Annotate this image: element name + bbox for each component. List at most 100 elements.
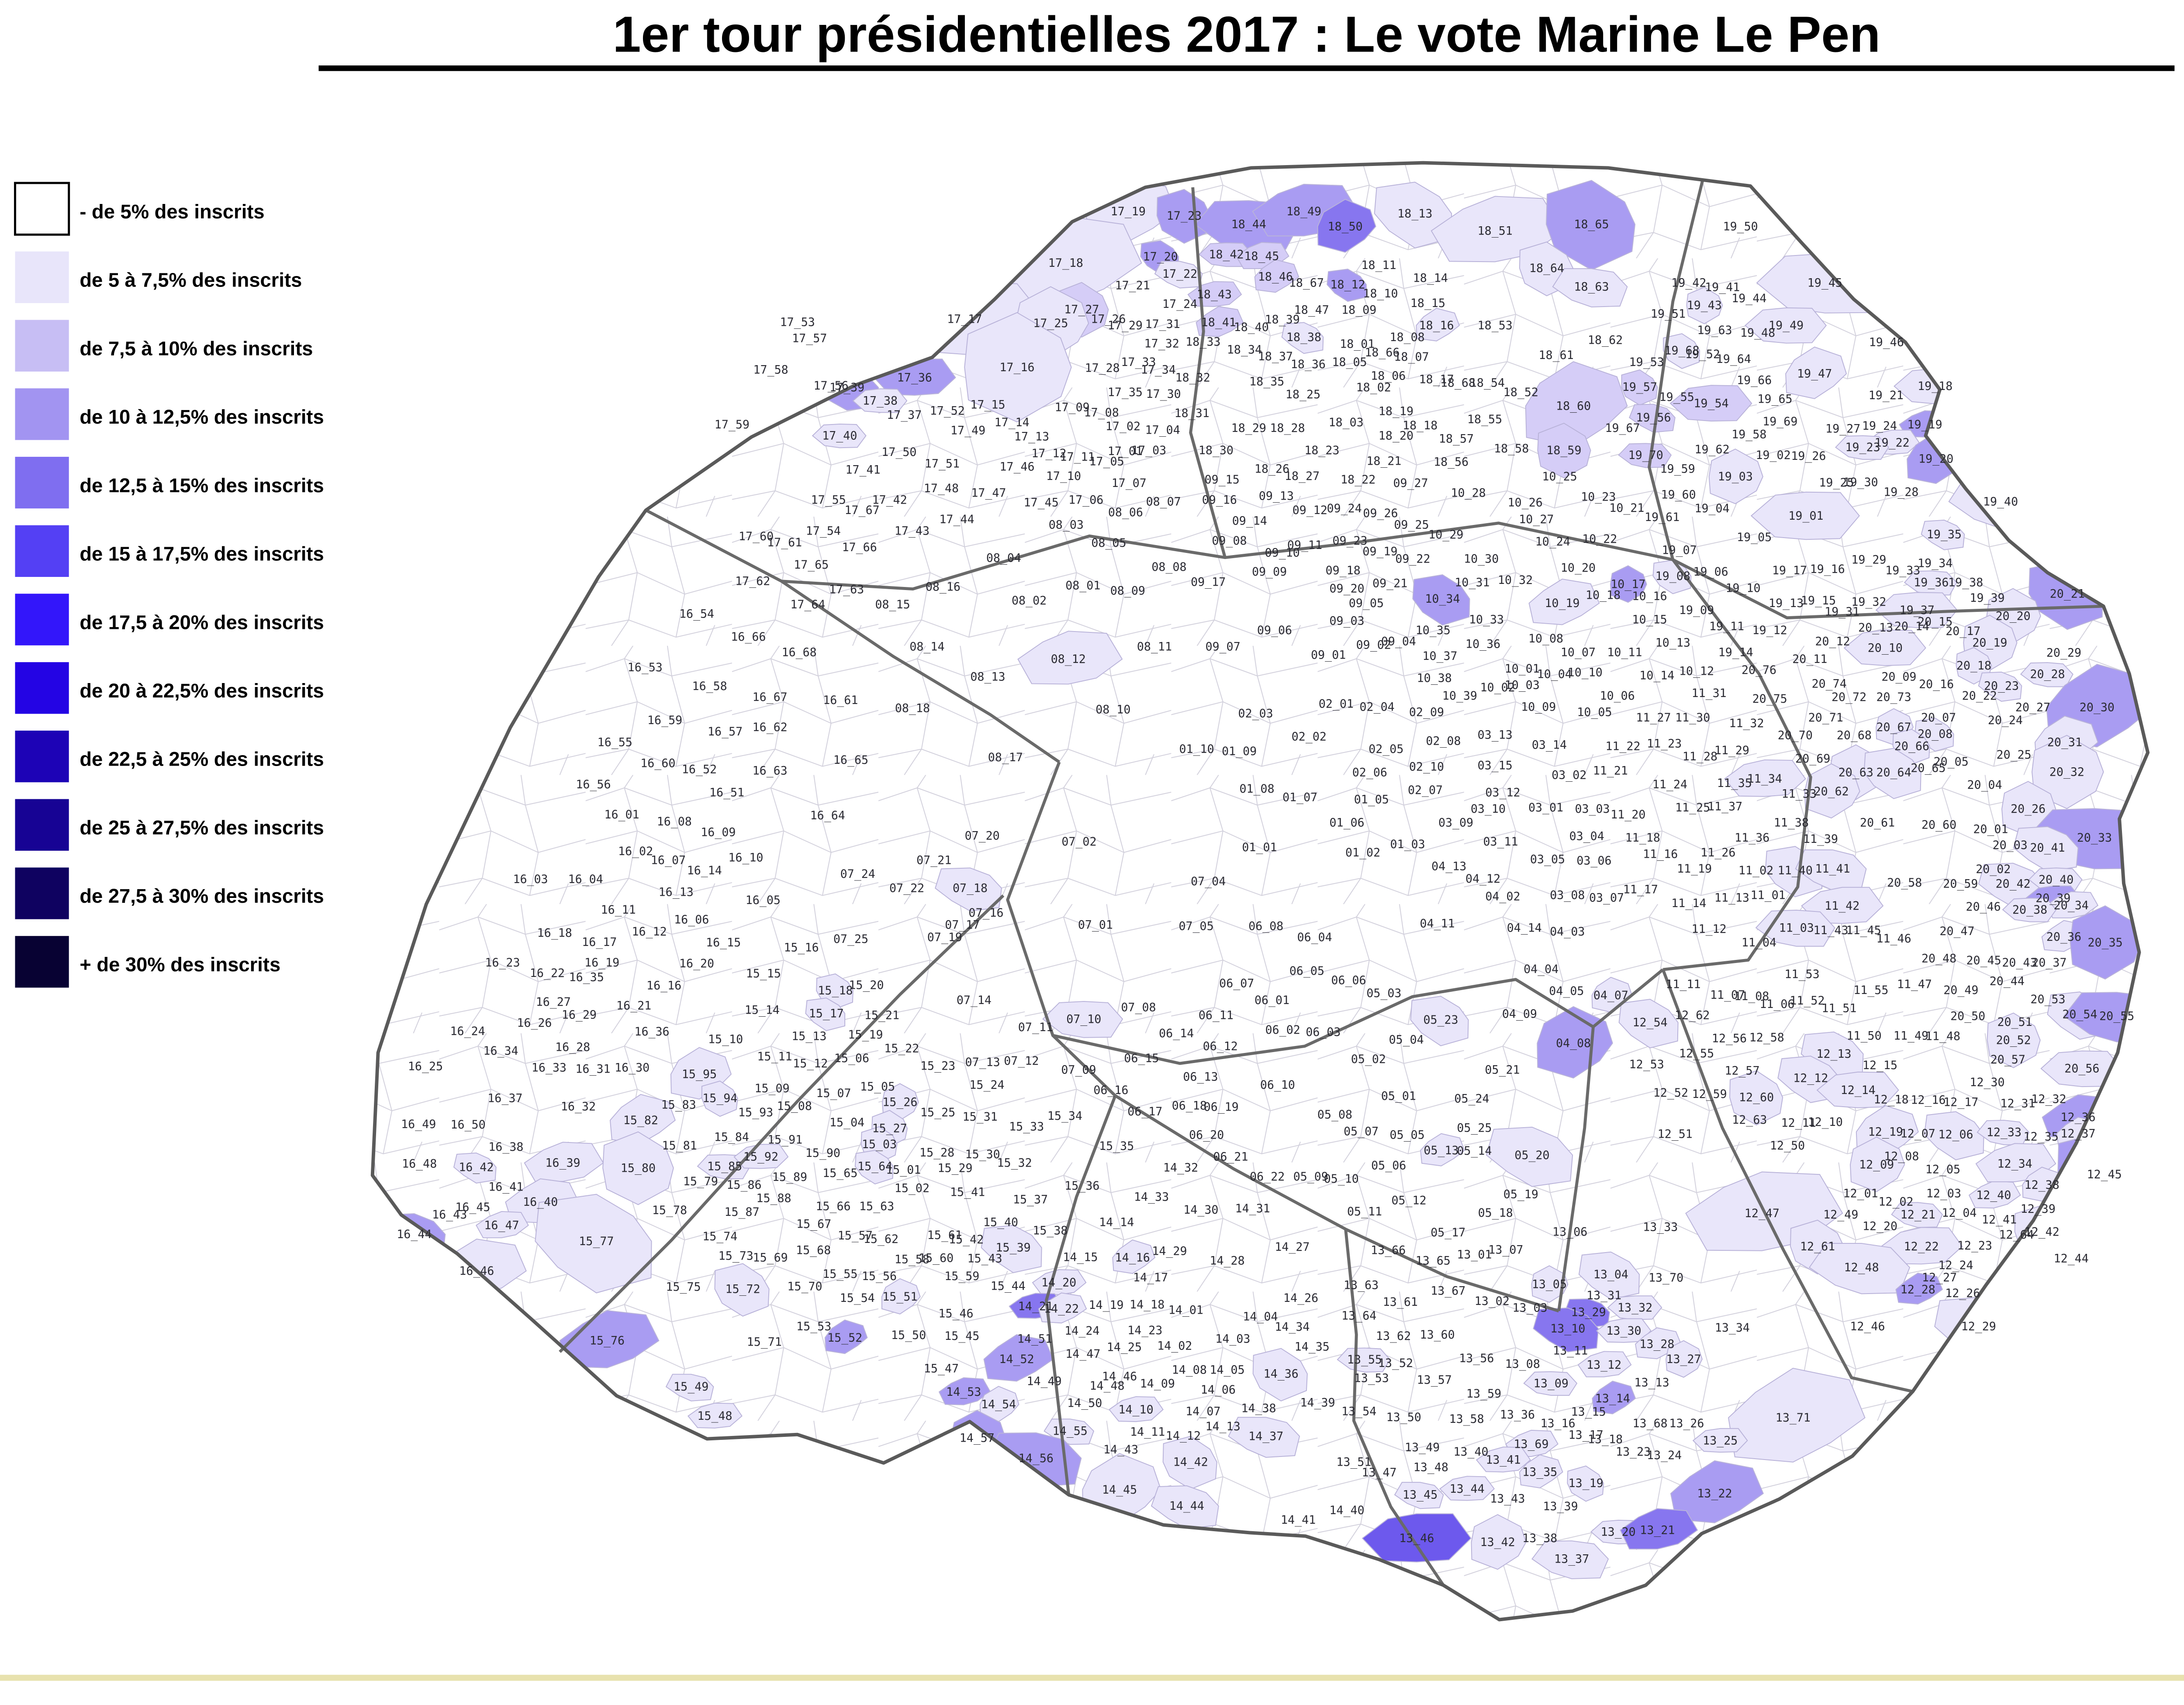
bureau-area-15_52	[824, 1319, 868, 1354]
bureau-label-20_54: 20_54	[2062, 1008, 2097, 1021]
bureau-label-16_57: 16_57	[708, 725, 743, 739]
bureau-label-19_03: 19_03	[1718, 470, 1753, 483]
bureau-label-19_42: 19_42	[1671, 276, 1706, 290]
bureau-label-13_48: 13_48	[1413, 1460, 1448, 1474]
bureau-area-15_92	[733, 1144, 789, 1169]
bureau-label-17_18: 17_18	[1048, 256, 1083, 270]
bureau-label-11_06: 11_06	[1759, 997, 1794, 1011]
bureau-label-15_89: 15_89	[772, 1170, 807, 1184]
bureau-label-17_33: 17_33	[1121, 355, 1156, 369]
bureau-label-20_28: 20_28	[2030, 668, 2065, 681]
bureau-label-15_76: 15_76	[590, 1334, 625, 1348]
bureau-label-02_02: 02_02	[1292, 730, 1327, 744]
district-border-9	[1557, 1026, 1595, 1312]
bureau-label-18_08: 18_08	[1390, 331, 1425, 344]
bureau-label-16_33: 16_33	[532, 1061, 567, 1075]
bureau-label-19_02: 19_02	[1755, 449, 1790, 462]
district-border-10	[1661, 969, 1913, 1393]
bureau-label-01_03: 01_03	[1390, 838, 1425, 851]
bureau-label-15_81: 15_81	[662, 1139, 697, 1153]
bureau-label-18_16: 18_16	[1419, 319, 1454, 332]
bureau-label-14_28: 14_28	[1209, 1254, 1244, 1267]
bureau-label-14_44: 14_44	[1169, 1499, 1204, 1513]
bureau-label-19_60: 19_60	[1661, 488, 1696, 502]
bureau-label-12_38: 12_38	[2025, 1178, 2060, 1192]
bureau-label-15_36: 15_36	[1064, 1179, 1099, 1193]
bureau-label-18_28: 18_28	[1270, 421, 1305, 435]
bureau-label-18_10: 18_10	[1363, 287, 1398, 300]
bureau-label-12_32: 12_32	[2031, 1093, 2066, 1106]
bureau-label-11_18: 11_18	[1625, 831, 1660, 845]
bureau-label-17_26: 17_26	[1091, 312, 1126, 326]
bureau-label-16_38: 16_38	[488, 1140, 523, 1154]
legend-swatch-2	[15, 320, 69, 372]
bureau-label-17_05: 17_05	[1089, 455, 1124, 469]
bureau-label-09_17: 09_17	[1191, 576, 1226, 589]
bureau-label-16_23: 16_23	[485, 956, 520, 970]
bureau-area-15_77	[535, 1194, 652, 1294]
bureau-area-13_45	[1394, 1482, 1444, 1509]
bureau-label-16_22: 16_22	[530, 966, 565, 980]
bureau-label-16_21: 16_21	[616, 999, 651, 1013]
bureau-label-12_35: 12_35	[2024, 1130, 2059, 1143]
bureau-label-14_38: 14_38	[1241, 1401, 1276, 1415]
bureau-label-16_13: 16_13	[659, 885, 694, 899]
bureau-label-07_19: 07_19	[927, 931, 962, 944]
bureau-label-16_50: 16_50	[451, 1118, 486, 1132]
legend-swatch-10	[15, 867, 69, 919]
bureau-label-15_43: 15_43	[967, 1252, 1002, 1265]
bureau-label-20_19: 20_19	[1972, 636, 2007, 650]
bureau-label-04_11: 04_11	[1420, 917, 1455, 930]
bureau-label-09_08: 09_08	[1212, 534, 1247, 548]
legend-label-4: de 12,5 à 15% des inscrits	[79, 474, 324, 497]
bureau-label-15_55: 15_55	[822, 1267, 857, 1281]
bureau-label-16_30: 16_30	[615, 1061, 650, 1075]
bureau-label-11_12: 11_12	[1692, 922, 1727, 936]
bureau-area-18_63	[1552, 268, 1628, 307]
bureau-area-17_22	[1154, 261, 1203, 289]
bureau-label-15_57: 15_57	[838, 1229, 873, 1243]
bureau-label-13_14: 13_14	[1595, 1392, 1630, 1405]
legend-label-1: de 5 à 7,5% des inscrits	[79, 269, 302, 291]
bureau-label-17_43: 17_43	[895, 524, 930, 538]
bureau-label-13_43: 13_43	[1490, 1492, 1525, 1505]
bureau-label-10_29: 10_29	[1428, 528, 1463, 542]
bureau-label-15_16: 15_16	[784, 941, 819, 955]
bureau-label-06_16: 06_16	[1093, 1084, 1128, 1097]
bureau-area-14_42	[1162, 1436, 1217, 1490]
bureau-label-18_55: 18_55	[1467, 413, 1502, 426]
bureau-label-19_09: 19_09	[1679, 604, 1714, 617]
bureau-label-09_23: 09_23	[1332, 534, 1367, 548]
bureau-label-11_49: 11_49	[1894, 1029, 1928, 1043]
bureau-label-19_19: 19_19	[1907, 418, 1942, 431]
bureau-label-13_26: 13_26	[1669, 1417, 1704, 1430]
bureau-label-20_33: 20_33	[2077, 831, 2112, 845]
bureau-label-15_22: 15_22	[884, 1042, 919, 1055]
bureau-label-13_21: 13_21	[1640, 1523, 1675, 1537]
bureau-label-05_10: 05_10	[1324, 1172, 1359, 1186]
bureau-area-13_05	[1531, 1265, 1569, 1303]
bureau-label-14_32: 14_32	[1163, 1161, 1198, 1174]
bureau-area-20_10	[1843, 629, 1926, 666]
bureau-label-14_30: 14_30	[1183, 1203, 1218, 1217]
bureau-label-18_30: 18_30	[1199, 444, 1234, 457]
bureau-label-19_37: 19_37	[1900, 604, 1935, 617]
bureau-label-20_26: 20_26	[2011, 802, 2046, 816]
bureau-label-18_17: 18_17	[1419, 373, 1454, 386]
bureau-label-08_07: 08_07	[1146, 495, 1181, 508]
bureau-label-20_30: 20_30	[2080, 701, 2115, 714]
bureau-label-20_23: 20_23	[1984, 679, 2019, 693]
bureau-label-10_31: 10_31	[1455, 576, 1489, 590]
bureau-label-19_10: 19_10	[1725, 581, 1760, 595]
bureau-label-03_09: 03_09	[1438, 816, 1473, 830]
bureau-label-10_05: 10_05	[1577, 705, 1612, 719]
bureau-label-19_51: 19_51	[1651, 307, 1686, 321]
bureau-label-04_12: 04_12	[1465, 872, 1500, 886]
district-border-5	[781, 580, 1061, 763]
bureau-label-07_13: 07_13	[965, 1056, 1000, 1069]
title-underline	[318, 65, 2175, 71]
bureau-label-07_14: 07_14	[957, 994, 992, 1007]
bureau-area-13_19	[1567, 1465, 1604, 1502]
bureau-label-17_11: 17_11	[1060, 450, 1095, 464]
bureau-label-19_08: 19_08	[1655, 569, 1690, 583]
